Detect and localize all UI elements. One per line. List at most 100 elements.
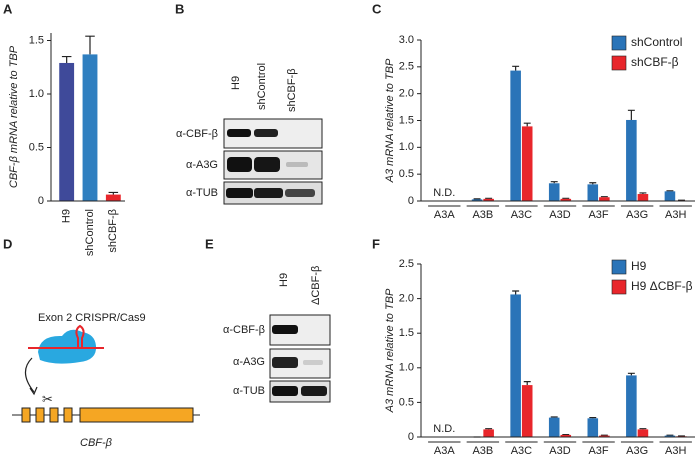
scissors: ✂ bbox=[42, 391, 53, 406]
error-bar bbox=[473, 198, 481, 200]
x-tick-label: A3H bbox=[665, 445, 686, 457]
legend-label: shControl bbox=[631, 35, 682, 49]
error-bar bbox=[589, 182, 597, 185]
x-tick-label: A3D bbox=[549, 445, 570, 457]
bar bbox=[483, 429, 494, 437]
error-bar bbox=[550, 416, 558, 418]
x-tick-label: shControl bbox=[84, 209, 96, 256]
x-tick-label: H9 bbox=[61, 209, 73, 223]
error-bar bbox=[627, 109, 635, 120]
legend-label: H9 ΔCBF-β bbox=[631, 279, 693, 293]
error-bar bbox=[485, 428, 493, 430]
lane-label: ΔCBF-β bbox=[310, 266, 322, 305]
gene-label: CBF-β bbox=[80, 437, 113, 449]
y-tick-label: 2.0 bbox=[399, 88, 414, 100]
bar bbox=[548, 417, 560, 437]
bar bbox=[599, 197, 610, 201]
bar bbox=[664, 191, 676, 201]
annotation: N.D. bbox=[433, 423, 455, 435]
x-tick-label: A3A bbox=[434, 445, 455, 457]
bar bbox=[637, 194, 649, 201]
row-label: α-CBF-β bbox=[223, 324, 265, 336]
y-tick-label: 0.5 bbox=[399, 168, 414, 180]
lane-label: shControl bbox=[256, 63, 268, 110]
y-tick-label: 2.5 bbox=[399, 61, 414, 73]
legend-label: H9 bbox=[631, 259, 647, 273]
x-tick-label: A3C bbox=[511, 209, 532, 221]
annotation: N.D. bbox=[433, 187, 455, 199]
x-tick-label: A3H bbox=[665, 209, 686, 221]
bar bbox=[521, 385, 533, 437]
y-tick-label: 1.0 bbox=[29, 88, 44, 100]
y-tick-label: 1.5 bbox=[399, 327, 414, 339]
bar bbox=[637, 429, 649, 437]
panel-label: C bbox=[372, 1, 382, 16]
legend-label: shCBF-β bbox=[631, 55, 679, 69]
diagram-label: Exon 2 CRISPR/Cas9 bbox=[38, 312, 146, 324]
y-tick-label: 1.0 bbox=[399, 362, 414, 374]
bar bbox=[548, 183, 560, 201]
y-tick-label: 2.0 bbox=[399, 293, 414, 305]
x-tick-label: A3F bbox=[588, 209, 608, 221]
bar bbox=[587, 184, 599, 201]
row-label: α-A3G bbox=[186, 159, 218, 171]
error-bar bbox=[627, 372, 635, 376]
x-tick-label: shCBF-β bbox=[107, 209, 119, 253]
y-axis-label: A3 mRNA relative to TBP bbox=[384, 288, 396, 413]
bar bbox=[521, 126, 533, 201]
bar bbox=[82, 54, 98, 201]
y-tick-label: 0 bbox=[408, 195, 414, 207]
crispr-diagram: Exon 2 CRISPR/Cas9 ✂ CBF-β bbox=[12, 312, 200, 449]
error-bar bbox=[589, 417, 597, 419]
panel-label: F bbox=[372, 236, 380, 251]
bar bbox=[599, 435, 610, 437]
error-bar bbox=[523, 381, 531, 386]
error-bar bbox=[639, 192, 647, 195]
panel-label: A bbox=[3, 1, 13, 16]
bar bbox=[587, 418, 599, 437]
bar bbox=[626, 119, 637, 201]
legend-swatch bbox=[611, 259, 627, 275]
x-tick-label: A3G bbox=[626, 209, 648, 221]
x-tick-label: A3G bbox=[626, 445, 648, 457]
bar bbox=[483, 198, 494, 201]
x-tick-label: A3D bbox=[549, 209, 570, 221]
error-bar bbox=[639, 428, 647, 430]
panel-label: B bbox=[175, 1, 184, 16]
error-bar bbox=[523, 122, 531, 127]
bar bbox=[105, 194, 121, 201]
row-label: α-A3G bbox=[233, 356, 265, 368]
bar bbox=[664, 435, 676, 437]
y-tick-label: 3.0 bbox=[399, 34, 414, 46]
error-bar bbox=[600, 196, 608, 198]
x-tick-label: A3B bbox=[472, 445, 493, 457]
lane-label: H9 bbox=[278, 273, 290, 287]
error-bar bbox=[666, 190, 674, 192]
legend-swatch bbox=[611, 279, 627, 295]
blot-b: H9 shControl shCBF-β α-CBF-β α-A3G α-TUB bbox=[176, 63, 323, 205]
x-tick-label: A3B bbox=[472, 209, 493, 221]
y-axis-label: CBF-β mRNA relative to TBP bbox=[8, 45, 20, 188]
error-bar bbox=[512, 65, 520, 71]
row-label: α-CBF-β bbox=[176, 128, 218, 140]
y-tick-label: 0.5 bbox=[399, 396, 414, 408]
legend-swatch bbox=[611, 35, 627, 51]
lane-label: H9 bbox=[230, 76, 242, 90]
lane-label: shCBF-β bbox=[286, 68, 298, 112]
error-bar bbox=[61, 55, 72, 63]
row-label: α-TUB bbox=[233, 385, 265, 397]
y-tick-label: 0 bbox=[38, 195, 44, 207]
y-tick-label: 1.5 bbox=[29, 34, 44, 46]
legend-swatch bbox=[611, 55, 627, 71]
bar bbox=[471, 199, 483, 201]
bar bbox=[510, 294, 521, 437]
x-tick-label: A3F bbox=[588, 445, 608, 457]
error-bar bbox=[108, 191, 119, 195]
blot-e: H9 ΔCBF-β α-CBF-β α-A3G α-TUB bbox=[223, 266, 331, 403]
y-tick-label: 1.0 bbox=[399, 141, 414, 153]
x-tick-label: A3C bbox=[511, 445, 532, 457]
y-axis-label: A3 mRNA relative to TBP bbox=[384, 58, 396, 183]
panel-label: E bbox=[205, 236, 214, 251]
error-bar bbox=[85, 35, 95, 55]
